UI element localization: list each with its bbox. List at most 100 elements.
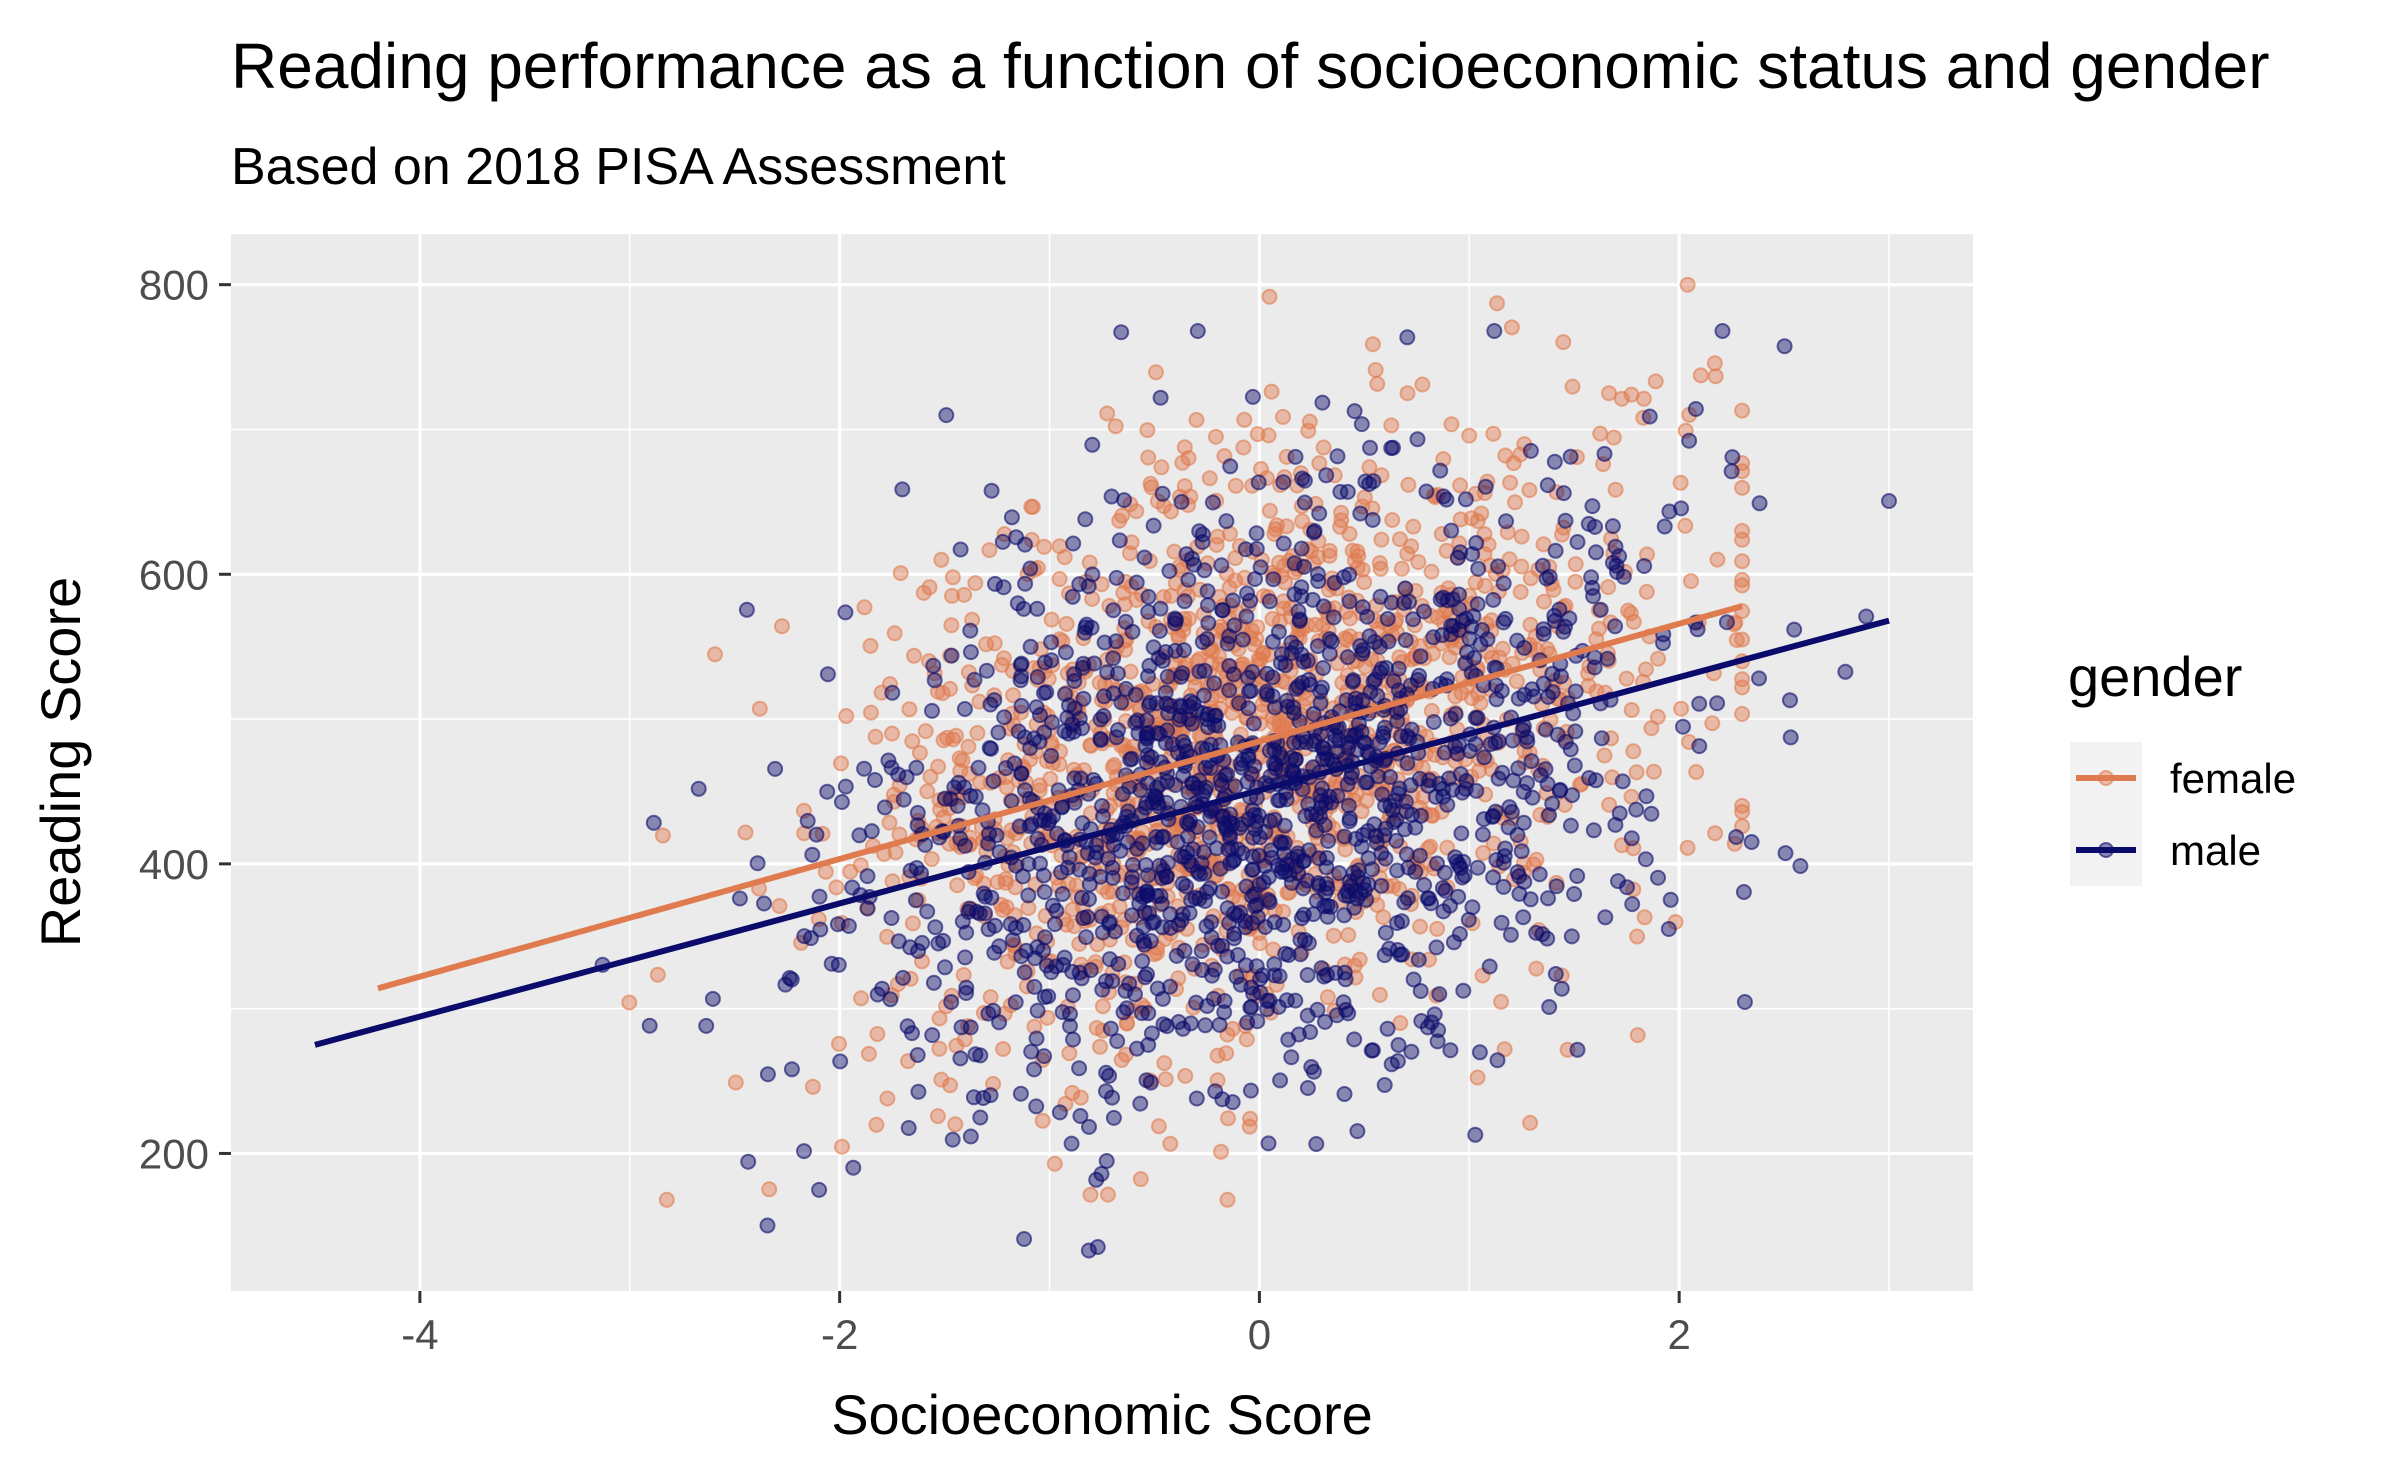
data-point-male: [1290, 603, 1307, 620]
data-point-male: [1609, 564, 1625, 580]
data-point-male: [1457, 491, 1474, 508]
data-point-male: [1221, 915, 1238, 931]
data-point-female: [1605, 429, 1622, 446]
data-point-male: [884, 684, 901, 701]
chart-subtitle: Based on 2018 PISA Assessment: [231, 138, 1006, 196]
data-point-male: [1094, 798, 1110, 814]
data-point-female: [842, 863, 859, 880]
data-point-male: [1585, 822, 1602, 839]
data-point-male: [1403, 1043, 1420, 1060]
data-point-female: [1528, 960, 1545, 977]
data-point-male: [1410, 951, 1427, 968]
data-point-male: [1723, 463, 1740, 480]
data-point-female: [1384, 512, 1401, 528]
data-point-female: [1082, 1186, 1099, 1203]
data-point-female: [1567, 573, 1584, 590]
x-tick-label: -4: [401, 1311, 438, 1358]
data-point-male: [1105, 1109, 1122, 1126]
data-point-female: [1452, 477, 1469, 494]
data-point-male: [1474, 826, 1491, 843]
data-point-male: [1353, 416, 1370, 433]
data-point-female: [727, 1074, 744, 1091]
data-point-male: [1202, 880, 1219, 897]
data-point-female: [1207, 428, 1224, 445]
data-point-male: [1479, 631, 1496, 648]
data-point-male: [1597, 909, 1614, 926]
data-point-male: [1341, 593, 1358, 610]
data-point-female: [922, 768, 939, 785]
data-point-male: [1443, 522, 1460, 539]
data-point-female: [1734, 577, 1751, 594]
data-point-male: [1022, 560, 1039, 577]
data-point-female: [1219, 1191, 1236, 1208]
data-point-male: [1452, 766, 1469, 783]
data-point-male: [1217, 767, 1234, 784]
x-axis-title: Socioeconomic Score: [831, 1383, 1373, 1446]
data-point-female: [1213, 1143, 1229, 1160]
data-point-male: [900, 1120, 917, 1136]
data-point-male: [1137, 857, 1154, 873]
data-point-male: [1003, 509, 1020, 526]
data-point-male: [1445, 618, 1462, 635]
data-point-female: [1473, 505, 1490, 522]
data-point-male: [1180, 571, 1197, 588]
data-point-male: [1081, 891, 1097, 908]
data-point-male: [1436, 744, 1453, 761]
data-point-male: [1152, 389, 1169, 406]
data-point-female: [1625, 613, 1642, 630]
data-point-male: [952, 541, 969, 558]
data-point-female: [1707, 368, 1724, 385]
data-point-male: [1497, 840, 1514, 857]
data-point-male: [1017, 575, 1034, 592]
data-point-male: [690, 780, 707, 797]
data-point-female: [1227, 550, 1244, 567]
data-point-male: [1315, 598, 1332, 615]
data-point-male: [909, 817, 926, 834]
data-point-male: [1071, 861, 1088, 878]
data-point-female: [972, 774, 988, 791]
data-point-female: [942, 680, 958, 697]
data-point-male: [1340, 1005, 1357, 1022]
data-point-male: [962, 644, 979, 661]
data-point-male: [1557, 512, 1574, 529]
data-point-female: [1596, 747, 1613, 764]
data-point-male: [1776, 338, 1793, 355]
data-point-male: [1066, 700, 1083, 717]
data-point-male: [759, 1217, 776, 1234]
data-point-male: [1134, 953, 1151, 970]
data-point-male: [1321, 645, 1338, 662]
data-point-male: [1341, 813, 1358, 830]
data-point-male: [1096, 688, 1113, 705]
data-point-male: [1032, 707, 1048, 724]
data-point-male: [1325, 609, 1342, 626]
data-point-male: [1389, 713, 1406, 730]
data-point-male: [1178, 814, 1195, 831]
data-point-female: [1493, 993, 1510, 1010]
data-point-female: [1043, 611, 1060, 628]
data-point-female: [1301, 413, 1318, 430]
data-point-male: [987, 917, 1003, 934]
data-point-male: [1154, 485, 1171, 502]
data-point-female: [879, 1090, 896, 1107]
data-point-male: [811, 1181, 828, 1198]
data-point-male: [1624, 896, 1641, 913]
data-point-male: [1317, 1013, 1333, 1030]
data-point-male: [943, 647, 960, 664]
data-point-male: [1736, 994, 1753, 1010]
data-point-male: [1587, 518, 1603, 535]
data-point-female: [1356, 574, 1373, 591]
data-point-female: [1315, 439, 1332, 456]
data-point-male: [1285, 699, 1302, 716]
data-point-male: [1593, 730, 1610, 747]
data-point-female: [1734, 705, 1751, 722]
data-point-female: [944, 587, 960, 604]
data-point-female: [1688, 764, 1705, 780]
data-point-male: [1339, 483, 1356, 500]
data-point-female: [1155, 589, 1172, 606]
data-point-male: [924, 702, 940, 719]
data-point-male: [1251, 876, 1268, 893]
data-point-female: [1023, 498, 1040, 515]
data-point-female: [956, 586, 973, 603]
data-point-male: [1077, 511, 1094, 528]
data-point-male: [1294, 470, 1311, 487]
